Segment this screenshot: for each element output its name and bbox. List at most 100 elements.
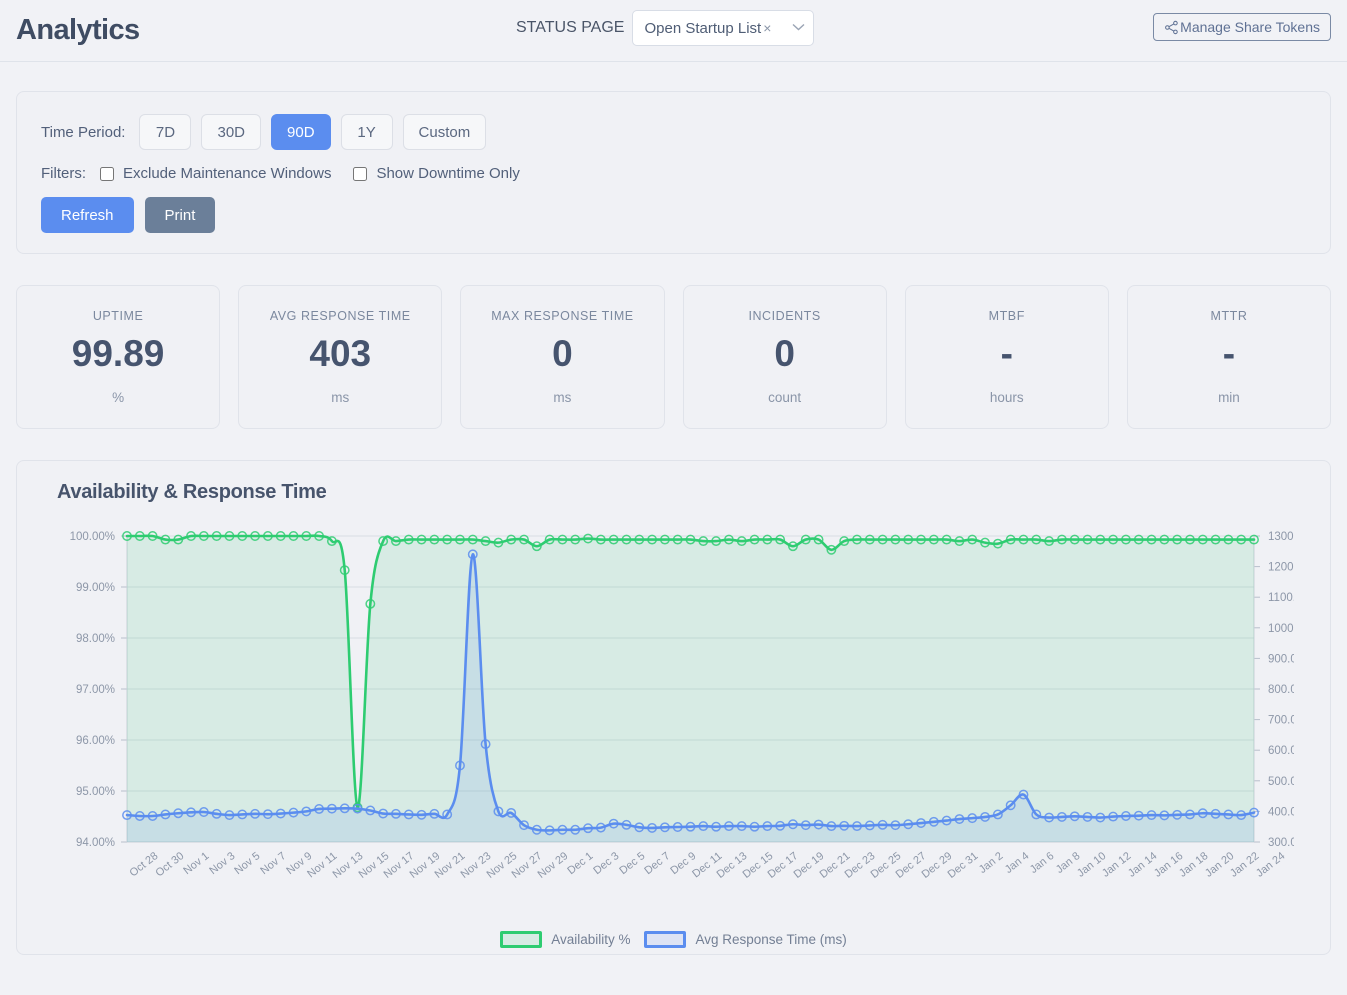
series-point[interactable] — [1095, 812, 1106, 823]
series-point[interactable] — [544, 534, 555, 545]
series-point[interactable] — [480, 739, 491, 750]
series-point[interactable] — [1031, 809, 1042, 820]
legend-item-1[interactable]: Avg Response Time (ms) — [644, 931, 847, 948]
series-point[interactable] — [160, 534, 171, 545]
series-point[interactable] — [736, 536, 747, 547]
series-point[interactable] — [519, 820, 529, 831]
series-point[interactable] — [301, 531, 312, 541]
series-point[interactable] — [134, 531, 145, 541]
series-point[interactable] — [839, 820, 850, 831]
series-point[interactable] — [339, 565, 350, 576]
series-point[interactable] — [1146, 810, 1157, 821]
series-point[interactable] — [288, 531, 299, 541]
series-point[interactable] — [1249, 534, 1259, 545]
series-point[interactable] — [1197, 808, 1208, 819]
series-point[interactable] — [134, 811, 145, 821]
series-point[interactable] — [634, 534, 645, 545]
series-point[interactable] — [788, 819, 798, 830]
series-point[interactable] — [147, 531, 158, 541]
series-point[interactable] — [1133, 810, 1144, 821]
legend-item-0[interactable]: Availability % — [500, 931, 630, 948]
series-point[interactable] — [1210, 534, 1221, 545]
series-point[interactable] — [992, 538, 1003, 549]
series-point[interactable] — [685, 534, 696, 545]
series-point[interactable] — [903, 819, 914, 830]
series-point[interactable] — [416, 809, 427, 820]
series-point[interactable] — [519, 534, 529, 545]
series-point[interactable] — [493, 806, 504, 817]
series-point[interactable] — [198, 531, 209, 541]
series-point[interactable] — [160, 809, 171, 820]
series-point[interactable] — [314, 804, 325, 814]
series-point[interactable] — [1223, 534, 1234, 545]
series-point[interactable] — [288, 807, 299, 818]
series-point[interactable] — [147, 811, 158, 821]
series-point[interactable] — [621, 819, 632, 830]
series-point[interactable] — [275, 531, 286, 541]
series-point[interactable] — [800, 820, 811, 831]
series-point[interactable] — [506, 807, 517, 818]
series-point[interactable] — [1018, 534, 1029, 545]
series-point[interactable] — [1223, 809, 1234, 820]
series-point[interactable] — [173, 534, 184, 545]
series-point[interactable] — [685, 821, 696, 832]
filter-label-1[interactable]: Show Downtime Only — [376, 165, 520, 182]
series-point[interactable] — [531, 824, 542, 835]
series-point[interactable] — [1185, 809, 1195, 820]
series-point[interactable] — [813, 534, 824, 545]
series-point[interactable] — [1069, 811, 1080, 822]
series-point[interactable] — [339, 803, 350, 814]
series-point[interactable] — [672, 534, 683, 545]
series-point[interactable] — [1082, 811, 1093, 822]
series-point[interactable] — [1044, 812, 1055, 823]
series-point[interactable] — [698, 821, 709, 832]
series-point[interactable] — [1120, 534, 1131, 545]
series-point[interactable] — [954, 814, 965, 824]
series-point[interactable] — [647, 822, 658, 833]
series-point[interactable] — [877, 534, 888, 545]
series-point[interactable] — [455, 760, 465, 771]
series-point[interactable] — [122, 531, 132, 541]
series-point[interactable] — [352, 803, 363, 814]
clear-selection-icon[interactable]: × — [763, 20, 772, 36]
series-point[interactable] — [595, 822, 606, 833]
series-point[interactable] — [800, 534, 811, 545]
series-point[interactable] — [429, 534, 440, 545]
series-point[interactable] — [1236, 810, 1247, 821]
series-point[interactable] — [762, 821, 773, 832]
series-point[interactable] — [749, 821, 760, 832]
series-point[interactable] — [531, 541, 542, 552]
series-point[interactable] — [826, 821, 837, 832]
series-point[interactable] — [852, 821, 862, 832]
series-point[interactable] — [557, 534, 568, 545]
filter-checkbox-0[interactable] — [100, 166, 114, 181]
series-point[interactable] — [326, 803, 337, 814]
chevron-down-icon[interactable] — [792, 22, 805, 34]
series-point[interactable] — [1005, 800, 1016, 811]
series-point[interactable] — [903, 534, 914, 545]
series-point[interactable] — [403, 809, 414, 820]
series-point[interactable] — [890, 820, 901, 831]
series-point[interactable] — [1095, 534, 1106, 545]
series-point[interactable] — [122, 810, 132, 821]
series-point[interactable] — [967, 813, 978, 824]
series-point[interactable] — [852, 534, 862, 545]
series-point[interactable] — [672, 822, 683, 832]
series-point[interactable] — [1236, 534, 1247, 545]
series-point[interactable] — [980, 811, 991, 822]
series-point[interactable] — [1056, 534, 1067, 545]
series-point[interactable] — [749, 534, 760, 545]
series-point[interactable] — [390, 536, 401, 547]
series-point[interactable] — [1159, 810, 1170, 821]
series-point[interactable] — [992, 809, 1003, 820]
series-point[interactable] — [301, 806, 312, 817]
series-point[interactable] — [378, 808, 389, 819]
series-point[interactable] — [890, 534, 901, 545]
series-point[interactable] — [608, 818, 619, 829]
series-point[interactable] — [941, 534, 952, 545]
time-period-1y[interactable]: 1Y — [340, 114, 393, 150]
series-point[interactable] — [864, 820, 875, 831]
series-point[interactable] — [711, 821, 722, 832]
series-point[interactable] — [928, 534, 939, 545]
status-page-select[interactable]: Open Startup List × — [632, 10, 815, 46]
